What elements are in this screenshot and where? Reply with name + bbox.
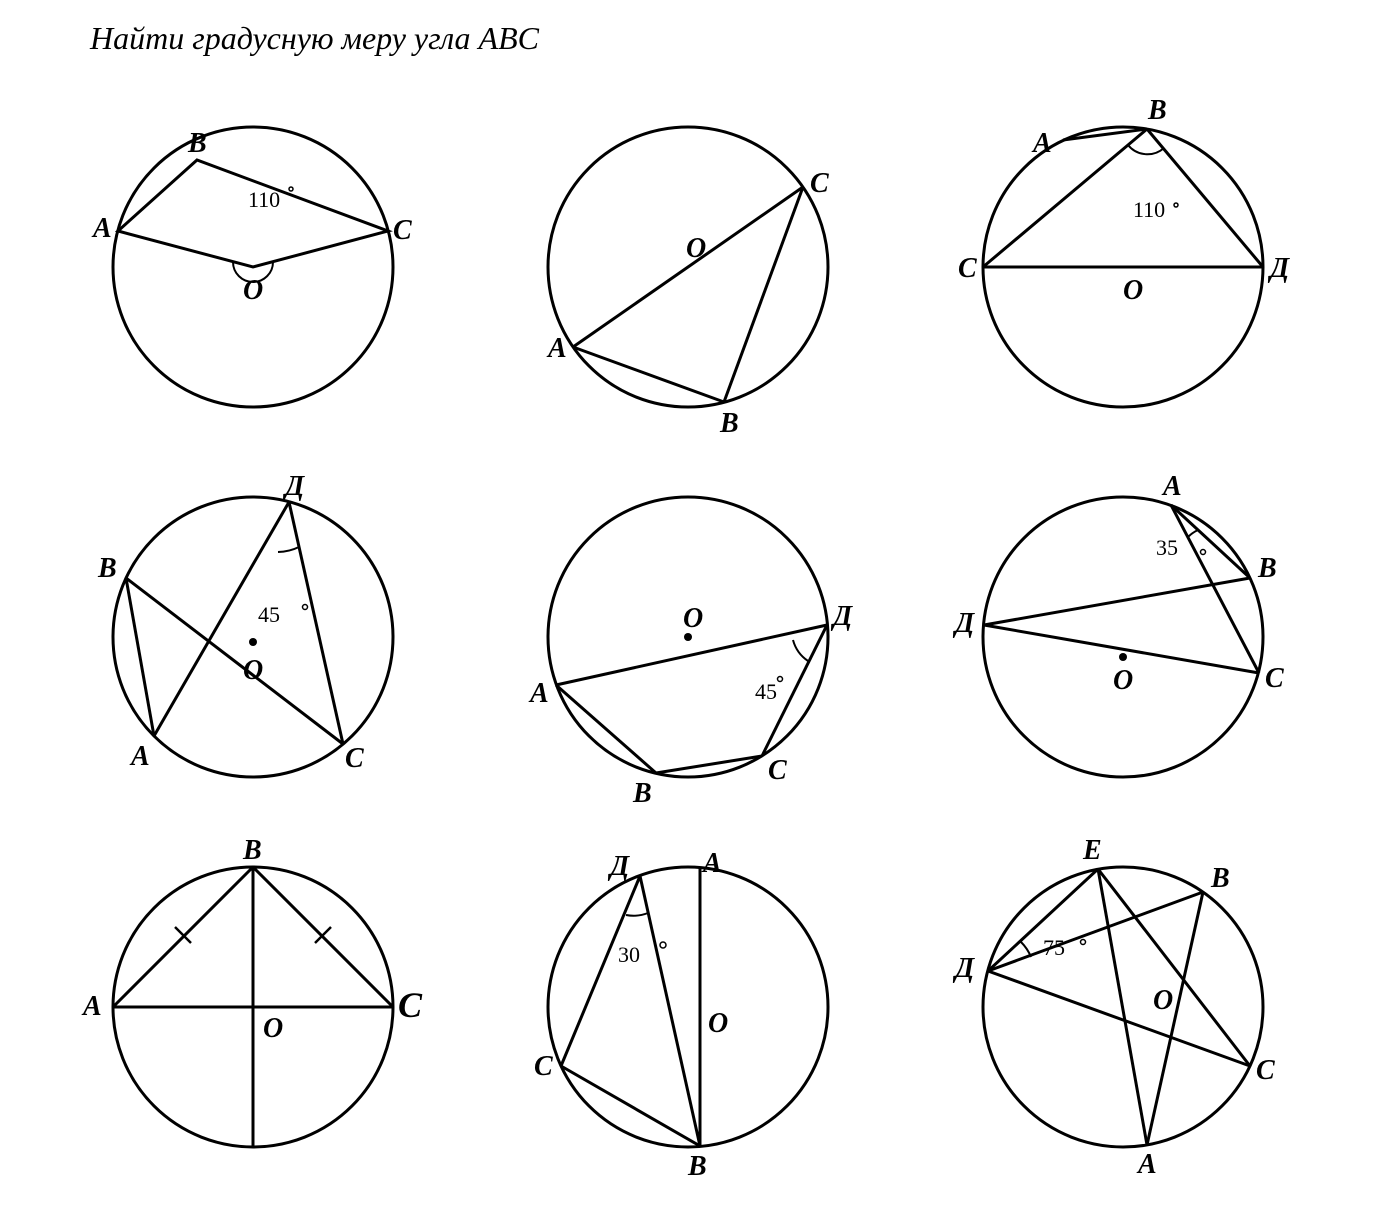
label-B: B [1147,95,1167,126]
label-C: C [958,253,977,284]
page-title: Найти градусную меру угла ABC [90,20,1336,57]
angle-45: 45 [258,602,280,627]
diagram-cell: A B C O [488,77,888,437]
angle-75: 75 [1043,935,1065,960]
label-B: B [97,553,117,584]
diagram-1: A B C O 110 [53,77,453,437]
label-O: O [243,655,263,686]
label-O: O [686,233,706,264]
label-C: C [345,743,364,774]
diagram-9: Д E B C A O 75 [923,817,1323,1177]
label-C: C [1256,1055,1275,1086]
label-O: O [683,603,703,634]
label-O: O [1153,985,1173,1016]
diagram-cell: A B C O [53,817,453,1177]
label-A: A [528,678,549,709]
label-A: A [81,991,102,1022]
diagram-8: A Д C B O 30 [488,817,888,1177]
angle-110: 110 [1133,197,1165,222]
label-O: O [263,1013,283,1044]
label-O: O [1123,275,1143,306]
label-B: B [242,835,262,866]
label-O: O [708,1008,728,1039]
diagram-cell: B Д A C O 45 [53,447,453,807]
label-B: B [1210,863,1230,894]
diagram-grid: A B C O 110 A B C O [40,77,1336,1177]
diagram-5: A Д B C O 45 [488,447,888,807]
label-A: A [1161,471,1182,502]
diagram-cell: Д E B C A O 75 [923,817,1323,1177]
label-C: C [393,215,412,246]
diagram-3: A B C Д O 110 [923,77,1323,437]
label-C: C [1265,663,1284,694]
diagram-cell: A B C Д O 110 [923,77,1323,437]
label-B: B [687,1151,707,1177]
diagram-7: A B C O [53,817,453,1177]
label-D: Д [282,471,305,502]
label-A: A [701,848,722,879]
label-C: C [768,755,787,786]
angle-110: 110 [248,187,280,212]
label-D: Д [830,601,853,632]
diagram-cell: A B C O 110 [53,77,453,437]
angle-45: 45 [755,679,777,704]
label-C: C [398,985,423,1025]
label-C: C [534,1051,553,1082]
label-B: B [632,778,652,807]
label-A: A [1031,128,1052,159]
label-D: Д [607,851,630,882]
angle-30: 30 [618,942,640,967]
label-B: B [1257,553,1277,584]
label-O: O [1113,665,1133,696]
label-A: A [546,333,567,364]
diagram-cell: A B C Д O 35 [923,447,1323,807]
label-A: A [129,741,150,772]
diagram-4: B Д A C O 45 [53,447,453,807]
diagram-cell: A Д C B O 30 [488,817,888,1177]
label-A: A [1136,1149,1157,1177]
angle-35: 35 [1156,535,1178,560]
label-B: B [187,128,207,159]
label-D: Д [1267,253,1290,284]
label-C: C [810,168,829,199]
diagram-2: A B C O [488,77,888,437]
label-B: B [719,408,739,437]
label-O: O [243,275,263,306]
label-E: E [1082,835,1102,866]
label-A: A [91,213,112,244]
label-D: Д [952,608,975,639]
diagram-6: A B C Д O 35 [923,447,1323,807]
label-D: Д [952,953,975,984]
diagram-cell: A Д B C O 45 [488,447,888,807]
